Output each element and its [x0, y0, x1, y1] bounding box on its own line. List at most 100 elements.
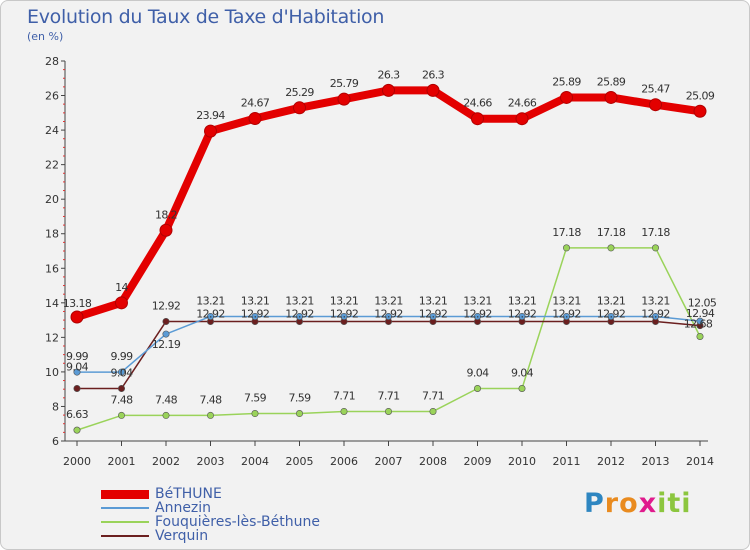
data-label-bethune: 24.67	[241, 97, 270, 110]
y-tick-label: 24	[45, 124, 59, 137]
y-tick-label: 10	[45, 366, 59, 379]
data-point-fouquieres	[162, 411, 170, 419]
data-point-annezin	[473, 312, 481, 320]
chart-title: Evolution du Taux de Taxe d'Habitation	[27, 6, 385, 28]
data-point-bethune	[515, 112, 529, 126]
data-label-annezin: 13.21	[463, 294, 492, 307]
data-point-bethune	[560, 90, 573, 104]
data-point-fouquieres	[696, 332, 704, 340]
y-tick-label: 8	[52, 400, 59, 413]
proxiti-logo: Proxiti	[584, 488, 692, 519]
data-label-fouquieres: 7.48	[155, 393, 178, 406]
data-label-fouquieres: 17.18	[552, 226, 581, 239]
x-tick-label: 2011	[553, 455, 581, 468]
data-label-annezin: 9.99	[110, 350, 133, 363]
data-label-bethune: 25.09	[686, 89, 715, 102]
data-label-verquin: 12.92	[196, 307, 225, 320]
data-label-bethune: 23.94	[196, 109, 225, 122]
data-label-verquin: 12.92	[419, 307, 448, 320]
data-label-annezin: 13.21	[641, 294, 670, 307]
data-label-annezin: 13.21	[196, 294, 225, 307]
data-point-fouquieres	[473, 384, 481, 392]
y-tick-label: 18	[45, 228, 59, 241]
x-tick-label: 2012	[597, 455, 625, 468]
data-point-fouquieres	[118, 411, 126, 419]
x-tick-label: 2005	[286, 455, 314, 468]
data-label-verquin: 12.92	[374, 307, 403, 320]
y-tick-label: 16	[45, 262, 59, 275]
data-label-bethune: 25.89	[552, 75, 581, 88]
data-label-annezin: 9.99	[66, 350, 89, 363]
data-point-verquin	[162, 317, 170, 325]
legend-label-annezin: Annezin	[155, 500, 212, 516]
data-point-annezin	[696, 317, 704, 325]
data-point-annezin	[429, 312, 437, 320]
data-label-bethune: 18.2	[155, 208, 177, 221]
data-point-bethune	[693, 104, 707, 118]
data-label-verquin: 12.92	[152, 299, 181, 312]
x-tick-label: 2004	[241, 455, 269, 468]
data-label-bethune: 25.47	[641, 83, 670, 96]
data-point-fouquieres	[607, 244, 615, 252]
data-label-verquin: 12.92	[508, 307, 537, 320]
data-label-fouquieres: 7.48	[199, 393, 222, 406]
y-tick-label: 28	[45, 55, 59, 68]
data-point-fouquieres	[518, 384, 526, 392]
data-label-annezin: 12.94	[686, 307, 715, 320]
data-point-bethune	[115, 296, 128, 310]
data-label-verquin: 12.92	[330, 307, 359, 320]
data-point-annezin	[118, 368, 126, 376]
data-label-annezin: 13.21	[597, 294, 626, 307]
data-label-fouquieres: 17.18	[597, 226, 626, 239]
legend-item-bethune: BéTHUNE	[101, 487, 320, 501]
legend-label-fouquieres: Fouquières-lès-Béthune	[155, 514, 320, 530]
data-point-bethune	[248, 112, 262, 126]
data-label-verquin: 12.92	[285, 307, 314, 320]
data-label-bethune: 24.66	[463, 97, 492, 110]
data-label-fouquieres: 17.18	[641, 226, 670, 239]
data-point-bethune	[337, 92, 351, 106]
data-label-bethune: 25.79	[330, 77, 359, 90]
legend-item-annezin: Annezin	[101, 501, 320, 515]
legend-swatch-verquin	[101, 535, 149, 537]
x-tick-label: 2006	[330, 455, 358, 468]
data-point-annezin	[562, 312, 570, 320]
x-tick-label: 2008	[419, 455, 447, 468]
y-tick-label: 12	[45, 331, 59, 344]
data-point-bethune	[426, 83, 440, 97]
data-point-bethune	[204, 124, 217, 138]
series-layer	[70, 83, 707, 434]
legend-item-fouquieres: Fouquières-lès-Béthune	[101, 515, 320, 529]
y-tick-label: 20	[45, 193, 59, 206]
x-tick-label: 2000	[63, 455, 91, 468]
y-tick-label: 26	[45, 90, 59, 103]
data-point-fouquieres	[562, 244, 570, 252]
data-point-bethune	[382, 83, 395, 97]
data-label-bethune: 14	[115, 281, 128, 294]
x-tick-label: 2013	[642, 455, 670, 468]
data-label-annezin: 13.21	[374, 294, 403, 307]
legend-swatch-annezin	[101, 507, 149, 509]
data-label-bethune: 26.3	[422, 68, 445, 81]
x-tick-label: 2002	[152, 455, 180, 468]
x-tick-label: 2009	[464, 455, 492, 468]
data-point-verquin	[73, 384, 81, 392]
x-tick-label: 2010	[508, 455, 536, 468]
data-point-annezin	[384, 312, 392, 320]
data-label-verquin: 9.04	[66, 360, 89, 373]
legend-swatch-bethune	[101, 489, 149, 499]
data-label-fouquieres: 7.71	[333, 389, 355, 402]
data-point-fouquieres	[295, 410, 303, 418]
data-point-annezin	[340, 312, 348, 320]
data-label-verquin: 12.92	[241, 307, 270, 320]
data-label-fouquieres: 7.59	[288, 392, 311, 405]
data-label-fouquieres: 9.04	[466, 366, 489, 379]
data-label-annezin: 13.21	[285, 294, 314, 307]
data-label-fouquieres: 7.71	[377, 389, 399, 402]
legend-label-bethune: BéTHUNE	[155, 486, 222, 502]
data-point-annezin	[295, 312, 303, 320]
data-label-fouquieres: 6.63	[66, 408, 89, 421]
x-axis: 2000 2001 2002 2003 2004 2005 2006 2007 2008 2009…	[63, 440, 714, 468]
data-point-annezin	[518, 312, 526, 320]
